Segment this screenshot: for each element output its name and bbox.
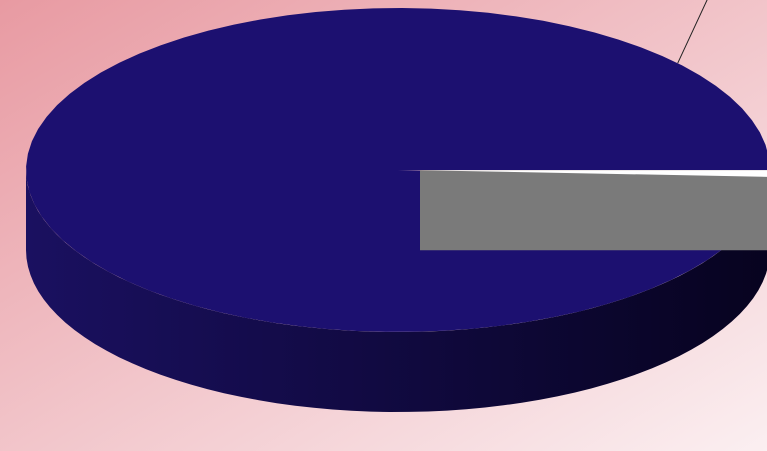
leader-line	[677, 0, 708, 64]
slices-layer	[26, 8, 767, 412]
pie-slice-0-top	[26, 8, 767, 332]
pie-slice-0	[26, 8, 767, 412]
pie-slice-0-side	[26, 170, 767, 412]
pie-slice-1	[419, 170, 767, 251]
pie-slice-1-top	[420, 170, 767, 177]
pie-slice-1-wall	[419, 170, 767, 251]
